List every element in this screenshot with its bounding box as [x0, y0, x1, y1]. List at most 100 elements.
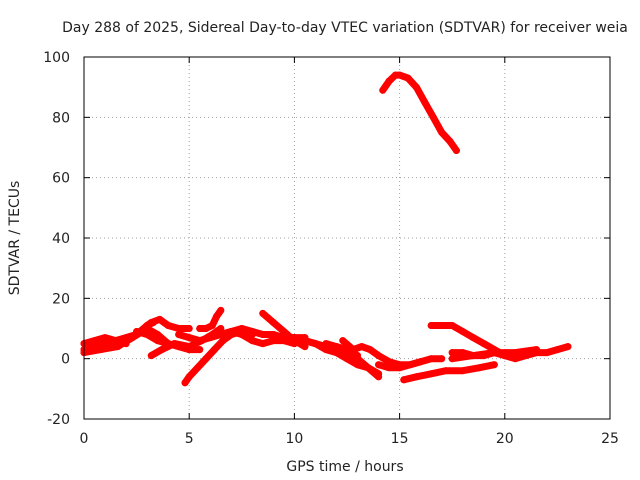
data-point	[181, 379, 189, 387]
data-point	[227, 328, 235, 335]
data-point	[202, 325, 210, 332]
data-point	[379, 86, 387, 94]
data-point	[91, 337, 98, 345]
data-point	[396, 71, 404, 79]
data-point	[259, 309, 267, 317]
data-point	[143, 322, 151, 329]
data-point	[349, 346, 357, 354]
data-point	[185, 334, 193, 342]
data-point	[469, 334, 477, 342]
data-point	[354, 355, 361, 363]
data-point	[206, 334, 214, 342]
data-point	[385, 364, 393, 372]
data-point	[147, 352, 155, 360]
data-point	[396, 364, 404, 372]
data-point	[238, 331, 246, 338]
data-point	[429, 113, 437, 121]
data-point	[358, 343, 366, 351]
data-point	[208, 322, 216, 329]
data-point	[375, 373, 383, 381]
data-point	[448, 349, 456, 357]
data-point	[217, 306, 225, 314]
data-point	[412, 373, 420, 381]
data-point	[238, 325, 246, 332]
data-point	[339, 337, 347, 345]
data-point	[448, 355, 456, 363]
data-point	[112, 343, 120, 351]
data-point	[259, 331, 267, 338]
data-point	[564, 343, 572, 351]
data-point	[196, 346, 204, 354]
data-point	[185, 325, 193, 332]
y-tick-label: 60	[52, 171, 70, 187]
data-point	[280, 328, 288, 335]
data-point	[280, 334, 288, 342]
grid	[84, 57, 610, 419]
data-point	[459, 367, 467, 375]
data-point	[427, 370, 435, 378]
data-point	[164, 340, 172, 348]
y-tick-label: -20	[47, 412, 70, 428]
data-point	[427, 355, 435, 363]
x-tick-label: 25	[601, 431, 619, 447]
data-point	[366, 346, 374, 354]
data-point	[469, 352, 477, 360]
x-axis-label: GPS time / hours	[286, 459, 403, 475]
data-point	[97, 346, 105, 354]
data-point	[196, 325, 204, 332]
data-point	[164, 322, 172, 329]
data-point	[269, 319, 277, 326]
data-point	[202, 355, 210, 363]
data-point	[259, 340, 267, 348]
x-tick-label: 0	[80, 431, 89, 447]
data-point	[438, 355, 446, 363]
data-point	[480, 340, 488, 348]
data-point	[217, 325, 225, 332]
y-tick-label: 40	[52, 231, 70, 247]
chart-title: Day 288 of 2025, Sidereal Day-to-day VTE…	[62, 20, 628, 36]
x-tick-label: 10	[285, 431, 303, 447]
data-point	[175, 325, 183, 332]
data-point	[448, 322, 456, 329]
data-point	[322, 346, 330, 354]
data-point	[156, 315, 164, 323]
y-tick-label: 80	[52, 110, 70, 126]
data-point	[196, 337, 204, 345]
data-point	[269, 331, 277, 338]
data-point	[185, 373, 193, 381]
data-point	[406, 361, 414, 369]
data-point	[385, 77, 393, 85]
data-point	[421, 98, 429, 106]
data-point	[311, 340, 319, 348]
data-point	[476, 364, 484, 372]
data-point	[511, 355, 519, 363]
data-point	[385, 358, 393, 366]
data-point	[412, 83, 420, 91]
data-point	[543, 349, 551, 357]
data-point	[442, 367, 450, 375]
data-point	[290, 337, 298, 345]
y-axis-label: SDTVAR / TECUs	[7, 181, 23, 296]
data-point	[438, 128, 446, 136]
data-point	[511, 349, 519, 357]
y-tick-label: 20	[52, 291, 70, 307]
data-series	[80, 71, 572, 387]
x-tick-label: 5	[185, 431, 194, 447]
data-point	[248, 337, 256, 345]
y-tick-label: 100	[43, 50, 70, 66]
data-point	[133, 328, 141, 335]
data-point	[122, 337, 130, 345]
data-point	[101, 334, 109, 342]
data-point	[459, 328, 467, 335]
x-tick-label: 15	[391, 431, 409, 447]
data-point	[301, 343, 309, 351]
data-point	[219, 337, 227, 345]
data-point	[210, 346, 218, 354]
data-point	[343, 349, 351, 357]
data-point	[375, 361, 383, 369]
data-point	[333, 343, 340, 351]
data-point	[375, 352, 383, 360]
data-point	[154, 337, 162, 345]
x-tick-label: 20	[496, 431, 514, 447]
